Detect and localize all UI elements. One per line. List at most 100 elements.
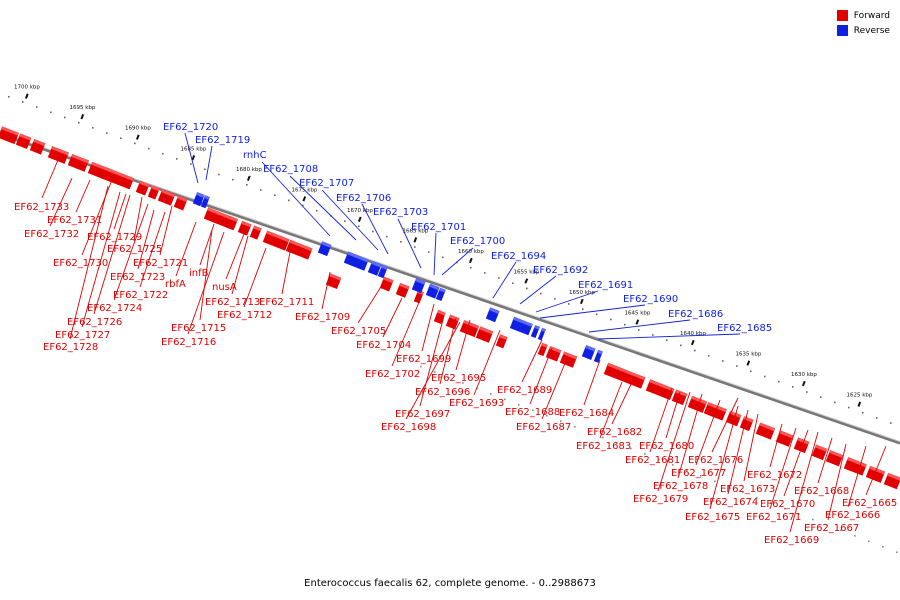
forward-gene-block bbox=[15, 133, 32, 150]
forward-gene-label[interactable]: EF62_1675 bbox=[685, 512, 740, 523]
forward-gene-leader bbox=[789, 431, 819, 533]
forward-gene-label[interactable]: EF62_1713 bbox=[205, 297, 260, 308]
reverse-gene-leader bbox=[588, 319, 691, 333]
reverse-gene-label[interactable]: EF62_1701 bbox=[411, 222, 466, 233]
reverse-gene-label[interactable]: EF62_1720 bbox=[163, 122, 218, 133]
forward-gene-label[interactable]: EF62_1683 bbox=[576, 441, 631, 452]
forward-gene-label[interactable]: EF62_1695 bbox=[431, 373, 486, 384]
lower-dot bbox=[714, 480, 716, 483]
forward-gene-label[interactable]: EF62_1673 bbox=[720, 484, 775, 495]
forward-gene-label[interactable]: infB bbox=[189, 268, 209, 279]
forward-gene-label[interactable]: EF62_1669 bbox=[764, 535, 819, 546]
reverse-gene-label[interactable]: rnhC bbox=[243, 150, 267, 161]
reverse-gene-leader bbox=[361, 203, 389, 255]
forward-gene-label[interactable]: EF62_1704 bbox=[356, 340, 411, 351]
forward-gene-label[interactable]: EF62_1684 bbox=[559, 408, 614, 419]
forward-gene-label[interactable]: EF62_1668 bbox=[794, 486, 849, 497]
reverse-gene-label[interactable]: EF62_1686 bbox=[668, 309, 723, 320]
forward-gene-label[interactable]: EF62_1687 bbox=[516, 422, 571, 433]
forward-gene-label[interactable]: EF62_1665 bbox=[842, 498, 897, 509]
forward-gene-block bbox=[459, 320, 480, 338]
forward-gene-leader bbox=[529, 347, 553, 405]
forward-gene-label[interactable]: EF62_1732 bbox=[24, 229, 79, 240]
forward-gene-label[interactable]: EF62_1671 bbox=[746, 512, 801, 523]
forward-gene-label[interactable]: EF62_1709 bbox=[295, 312, 350, 323]
forward-gene-label[interactable]: EF62_1680 bbox=[639, 441, 694, 452]
reverse-gene-label[interactable]: EF62_1707 bbox=[299, 178, 354, 189]
forward-gene-label[interactable]: EF62_1670 bbox=[760, 499, 815, 510]
forward-gene-label[interactable]: rbfA bbox=[165, 279, 186, 290]
forward-gene-leader bbox=[75, 179, 91, 213]
reverse-gene-block bbox=[435, 287, 446, 302]
forward-gene-label[interactable]: EF62_1727 bbox=[55, 330, 110, 341]
lower-dot bbox=[462, 382, 464, 384]
forward-gene-label[interactable]: EF62_1725 bbox=[107, 244, 162, 255]
forward-gene-label[interactable]: EF62_1715 bbox=[171, 323, 226, 334]
forward-gene-label[interactable]: EF62_1676 bbox=[688, 455, 743, 466]
forward-gene-block bbox=[793, 437, 810, 454]
lower-dot bbox=[420, 365, 422, 368]
reverse-gene-label[interactable]: EF62_1703 bbox=[373, 207, 428, 218]
forward-gene-label[interactable]: EF62_1688 bbox=[505, 407, 560, 418]
reverse-gene-label[interactable]: EF62_1708 bbox=[263, 164, 318, 175]
scale-dot bbox=[526, 287, 528, 290]
forward-gene-label[interactable]: EF62_1672 bbox=[747, 470, 802, 481]
forward-gene-label[interactable]: EF62_1730 bbox=[53, 258, 108, 269]
scale-tick bbox=[80, 113, 85, 120]
forward-gene-label[interactable]: EF62_1699 bbox=[396, 354, 451, 365]
forward-gene-label[interactable]: EF62_1678 bbox=[653, 481, 708, 492]
lower-dot bbox=[490, 393, 492, 395]
forward-gene-label[interactable]: EF62_1702 bbox=[365, 369, 420, 380]
forward-gene-label[interactable]: EF62_1674 bbox=[703, 497, 758, 508]
forward-gene-label[interactable]: EF62_1726 bbox=[67, 317, 122, 328]
scale-dot bbox=[162, 152, 164, 155]
forward-gene-label[interactable]: EF62_1697 bbox=[395, 409, 450, 420]
forward-gene-label[interactable]: EF62_1693 bbox=[449, 398, 504, 409]
forward-gene-label[interactable]: EF62_1666 bbox=[825, 510, 880, 521]
forward-gene-label[interactable]: EF62_1696 bbox=[415, 387, 470, 398]
reverse-gene-label[interactable]: EF62_1706 bbox=[336, 193, 391, 204]
forward-gene-label[interactable]: EF62_1721 bbox=[133, 258, 188, 269]
forward-gene-block bbox=[157, 189, 176, 206]
reverse-gene-label[interactable]: EF62_1691 bbox=[578, 280, 633, 291]
gene-highlight bbox=[691, 395, 708, 405]
forward-gene-leader bbox=[225, 233, 245, 280]
forward-gene-label[interactable]: EF62_1723 bbox=[110, 272, 165, 283]
reverse-gene-label[interactable]: EF62_1690 bbox=[623, 294, 678, 305]
axis-highlight bbox=[0, 132, 900, 442]
forward-gene-label[interactable]: EF62_1711 bbox=[259, 297, 314, 308]
legend-forward: Forward bbox=[836, 8, 890, 23]
forward-gene-label[interactable]: EF62_1677 bbox=[671, 468, 726, 479]
scale-dot bbox=[120, 137, 122, 139]
forward-gene-label[interactable]: nusA bbox=[212, 282, 237, 293]
forward-gene-label[interactable]: EF62_1716 bbox=[161, 337, 216, 348]
reverse-gene-label[interactable]: EF62_1692 bbox=[533, 265, 588, 276]
scale-dot bbox=[148, 147, 150, 150]
axis-line bbox=[0, 132, 900, 445]
forward-gene-label[interactable]: EF62_1728 bbox=[43, 342, 98, 353]
forward-gene-label[interactable]: EF62_1689 bbox=[497, 385, 552, 396]
reverse-gene-label[interactable]: EF62_1719 bbox=[195, 135, 250, 146]
forward-gene-label[interactable]: EF62_1724 bbox=[87, 303, 142, 314]
forward-gene-label[interactable]: EF62_1729 bbox=[87, 232, 142, 243]
forward-gene-label[interactable]: EF62_1733 bbox=[14, 202, 69, 213]
forward-gene-label[interactable]: EF62_1731 bbox=[47, 215, 102, 226]
reverse-gene-label[interactable]: EF62_1694 bbox=[491, 251, 546, 262]
forward-gene-label[interactable]: EF62_1722 bbox=[113, 290, 168, 301]
reverse-gene-label[interactable]: EF62_1685 bbox=[717, 323, 772, 334]
forward-gene-label[interactable]: EF62_1698 bbox=[381, 422, 436, 433]
scale-dot bbox=[722, 360, 724, 362]
gene-body bbox=[262, 230, 290, 251]
forward-gene-label[interactable]: EF62_1705 bbox=[331, 326, 386, 337]
gene-highlight bbox=[19, 133, 32, 141]
reverse-gene-block bbox=[530, 325, 540, 339]
reverse-gene-label[interactable]: EF62_1700 bbox=[450, 236, 505, 247]
forward-gene-block bbox=[559, 351, 578, 368]
scale-tick-label: 1680 kbp bbox=[236, 167, 262, 173]
forward-gene-label[interactable]: EF62_1682 bbox=[587, 427, 642, 438]
forward-gene-label[interactable]: EF62_1667 bbox=[804, 523, 859, 534]
gene-highlight bbox=[177, 195, 188, 203]
forward-gene-label[interactable]: EF62_1679 bbox=[633, 494, 688, 505]
forward-gene-label[interactable]: EF62_1681 bbox=[625, 455, 680, 466]
forward-gene-label[interactable]: EF62_1712 bbox=[217, 310, 272, 321]
